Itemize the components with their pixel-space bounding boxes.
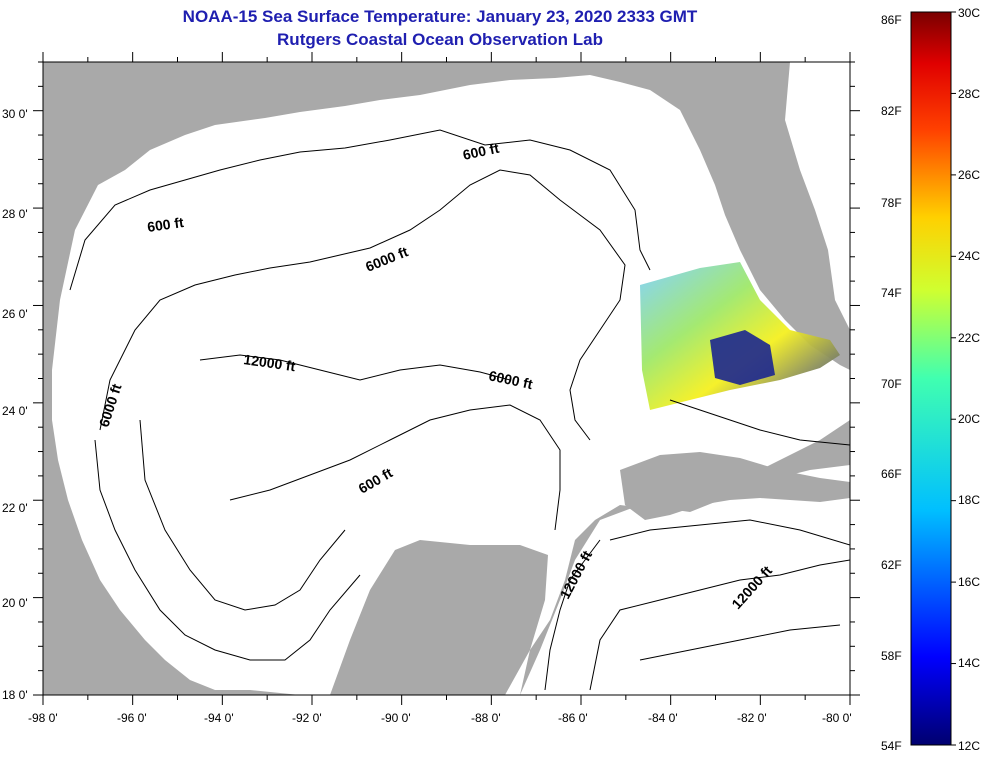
axis-ticks <box>33 52 860 705</box>
colorbar-ticks <box>951 11 956 746</box>
colorbar-f-label: 62F <box>881 558 902 572</box>
colorbar-f-label: 58F <box>881 649 902 663</box>
colorbar-c-label: 16C <box>958 575 980 589</box>
map-subtitle: Rutgers Coastal Ocean Observation Lab <box>277 30 603 49</box>
lat-label: 28 0' <box>2 207 28 221</box>
lat-label: 20 0' <box>2 596 28 610</box>
colorbar-c-label: 14C <box>958 656 980 670</box>
lon-label: -84 0' <box>648 711 678 725</box>
lon-label: -86 0' <box>558 711 588 725</box>
colorbar-f-label: 82F <box>881 104 902 118</box>
contour-label-600-west: 600 ft <box>146 214 185 235</box>
lon-label: -88 0' <box>471 711 501 725</box>
lon-label: -94 0' <box>204 711 234 725</box>
colorbar-c-label: 28C <box>958 87 980 101</box>
colorbar-f-label: 70F <box>881 377 902 391</box>
colorbar-f-label: 66F <box>881 467 902 481</box>
contour-label-600-north: 600 ft <box>461 140 500 163</box>
yucatan-land <box>330 540 548 695</box>
lon-label: -82 0' <box>737 711 767 725</box>
contour-label-12000-west: 12000 ft <box>243 351 297 374</box>
lat-label: 24 0' <box>2 404 28 418</box>
lon-label: -98 0' <box>28 711 58 725</box>
lon-label: -80 0' <box>822 711 852 725</box>
lat-label: 30 0' <box>2 107 28 121</box>
lat-label: 22 0' <box>2 501 28 515</box>
colorbar-c-label: 12C <box>958 739 980 753</box>
colorbar-f-label: 54F <box>881 739 902 753</box>
lon-label: -92 0' <box>292 711 322 725</box>
sst-swath-cold <box>710 330 775 385</box>
gulf-ocean <box>52 75 850 695</box>
lon-label: -96 0' <box>117 711 147 725</box>
colorbar-f-label: 74F <box>881 286 902 300</box>
atlantic-ocean <box>785 62 850 330</box>
colorbar-c-label: 22C <box>958 331 980 345</box>
lat-label: 18 0' <box>2 688 28 702</box>
colorbar-c-label: 24C <box>958 249 980 263</box>
lon-label: -90 0' <box>381 711 411 725</box>
cuba-land <box>620 452 850 520</box>
colorbar-c-label: 20C <box>958 412 980 426</box>
lat-label: 26 0' <box>2 307 28 321</box>
bathymetry-contours <box>69 129 850 691</box>
map-title: NOAA-15 Sea Surface Temperature: January… <box>182 7 698 26</box>
colorbar-c-label: 30C <box>958 6 980 20</box>
colorbar-f-label: 86F <box>881 13 902 27</box>
colorbar-c-label: 18C <box>958 493 980 507</box>
colorbar-c-label: 26C <box>958 168 980 182</box>
temperature-colorbar <box>910 11 952 746</box>
colorbar-f-label: 78F <box>881 196 902 210</box>
caribbean-ocean <box>520 465 850 695</box>
